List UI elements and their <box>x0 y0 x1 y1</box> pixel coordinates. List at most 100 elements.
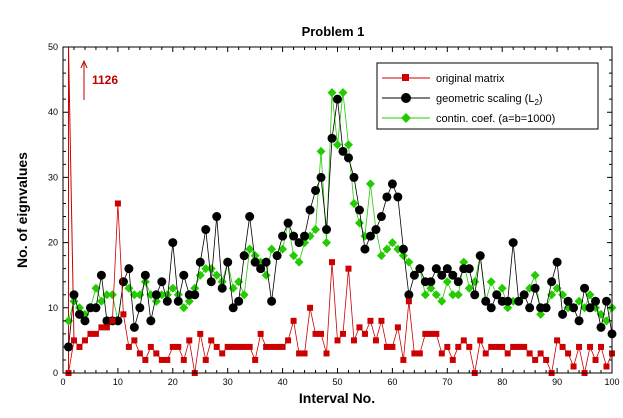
x-tick-label: 90 <box>552 377 562 387</box>
data-point-circle <box>596 322 606 332</box>
data-point-square <box>383 343 390 350</box>
x-tick-label: 80 <box>497 377 507 387</box>
data-point-square <box>438 350 445 357</box>
data-point-circle <box>602 296 612 306</box>
x-tick-label: 100 <box>604 377 619 387</box>
ticks-layer: 0 10 20 30 40 50 60 70 80 90 100 0 10 20 30 40 50 <box>48 42 620 387</box>
data-point-circle <box>398 244 408 254</box>
data-point-square <box>158 356 165 363</box>
data-point-square <box>433 330 440 337</box>
data-point-circle <box>173 296 183 306</box>
data-point-diamond <box>442 277 452 287</box>
data-point-square <box>323 350 330 357</box>
data-point-diamond <box>585 290 595 300</box>
data-point-square <box>87 330 94 337</box>
data-point-circle <box>74 309 84 319</box>
data-point-circle <box>431 264 441 274</box>
legend-entry-original: original matrix <box>436 73 505 85</box>
data-point-circle <box>530 283 540 293</box>
data-point-diamond <box>354 218 364 228</box>
data-point-circle <box>300 231 310 241</box>
data-point-square <box>224 343 231 350</box>
data-point-circle <box>354 205 364 215</box>
data-point-square <box>532 356 539 363</box>
data-point-circle <box>481 296 491 306</box>
data-point-circle <box>349 172 359 182</box>
data-point-circle <box>470 290 480 300</box>
data-point-square <box>180 356 187 363</box>
data-point-circle <box>437 270 447 280</box>
data-point-square <box>70 337 77 344</box>
data-point-square <box>515 343 522 350</box>
data-point-square <box>466 343 473 350</box>
data-point-circle <box>212 212 222 222</box>
data-point-square <box>131 337 138 344</box>
data-point-square <box>576 343 583 350</box>
data-point-diamond <box>129 290 139 300</box>
data-point-square <box>356 324 363 331</box>
y-tick-label: 50 <box>48 42 58 52</box>
data-point-diamond <box>459 257 469 267</box>
chart-title: Problem 1 <box>302 24 365 39</box>
data-point-diamond <box>102 290 112 300</box>
data-point-square <box>318 330 325 337</box>
y-tick-label: 10 <box>48 303 58 313</box>
data-point-diamond <box>349 198 359 208</box>
data-point-diamond <box>376 251 386 261</box>
data-point-diamond <box>107 290 117 300</box>
data-point-circle <box>69 290 79 300</box>
data-point-circle <box>63 342 73 352</box>
data-point-circle <box>552 257 562 267</box>
data-point-diamond <box>602 316 612 326</box>
data-point-circle <box>475 251 485 261</box>
data-point-square <box>175 343 182 350</box>
data-point-circle <box>322 225 332 235</box>
data-point-square <box>455 343 462 350</box>
data-point-diamond <box>289 251 299 261</box>
y-axis-label: No. of eignvalues <box>14 152 30 268</box>
data-point-square <box>367 317 374 324</box>
data-point-circle <box>415 264 425 274</box>
data-point-circle <box>547 277 557 287</box>
data-point-circle <box>503 296 513 306</box>
data-point-circle <box>316 172 326 182</box>
annotation-arrow <box>80 59 88 100</box>
data-point-circle <box>343 153 353 163</box>
data-point-square <box>543 356 550 363</box>
data-point-circle <box>91 303 101 313</box>
data-point-diamond <box>179 303 189 313</box>
x-tick-label: 50 <box>332 377 342 387</box>
data-point-circle <box>272 251 282 261</box>
data-point-square <box>592 356 599 363</box>
data-point-square <box>208 337 215 344</box>
data-point-circle <box>541 303 551 313</box>
data-point-circle <box>393 192 403 202</box>
data-point-square <box>186 337 193 344</box>
x-tick-label: 20 <box>168 377 178 387</box>
data-point-circle <box>338 146 348 156</box>
data-point-square <box>147 343 154 350</box>
data-point-circle <box>311 185 321 195</box>
data-point-circle <box>223 257 233 267</box>
data-point-square <box>416 350 423 357</box>
legend-entry-contin: contin. coef. (a=b=1000) <box>436 113 555 125</box>
data-point-circle <box>514 296 524 306</box>
data-point-square <box>312 330 319 337</box>
data-point-circle <box>256 264 266 274</box>
data-point-square <box>537 350 544 357</box>
data-point-square <box>559 343 566 350</box>
y-tick-label: 0 <box>53 368 58 378</box>
data-point-circle <box>365 231 375 241</box>
data-point-square <box>427 330 434 337</box>
data-point-circle <box>80 316 90 326</box>
data-point-diamond <box>278 244 288 254</box>
data-point-square <box>169 343 176 350</box>
data-point-circle <box>250 257 260 267</box>
data-point-square <box>285 337 292 344</box>
series-layer <box>63 46 617 376</box>
data-point-square <box>252 356 259 363</box>
data-point-square <box>394 324 401 331</box>
data-point-diamond <box>437 296 447 306</box>
data-point-circle <box>591 296 601 306</box>
y-tick-label: 40 <box>48 107 58 117</box>
